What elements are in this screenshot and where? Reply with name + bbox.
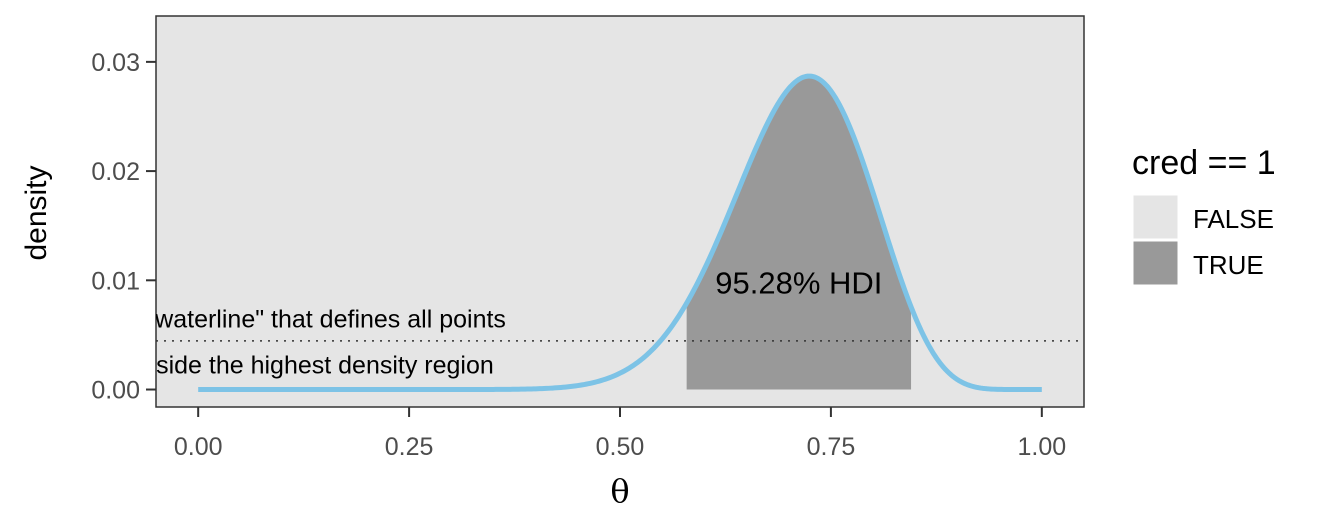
- legend-swatch-true: [1132, 240, 1179, 286]
- plot-panel: [155, 15, 1085, 408]
- y-tick-label: 0.03: [91, 49, 140, 77]
- x-tick-label: 0.25: [385, 433, 434, 461]
- legend: cred == 1 FALSE TRUE: [1132, 144, 1276, 286]
- x-tick-label: 0.50: [596, 433, 645, 461]
- hdi-label: 95.28% HDI: [715, 265, 882, 300]
- density-curve: [197, 73, 1043, 393]
- y-tick-label: 0.01: [91, 267, 140, 295]
- legend-label-true: TRUE: [1193, 250, 1264, 280]
- y-axis: 0.00 0.01 0.02 0.03: [91, 49, 156, 405]
- y-tick-label: 0.02: [91, 158, 140, 186]
- x-axis: 0.00 0.25 0.50 0.75 1.00: [174, 407, 1066, 461]
- legend-label-false: FALSE: [1193, 204, 1274, 234]
- legend-title: cred == 1: [1132, 144, 1276, 182]
- legend-swatch-false: [1132, 194, 1179, 240]
- waterline-annotation-line-1: waterline" that defines all points: [154, 306, 506, 334]
- x-tick-label: 0.75: [807, 433, 856, 461]
- y-tick-label: 0.00: [91, 377, 140, 405]
- y-axis-title: density: [20, 165, 53, 260]
- x-tick-label: 1.00: [1017, 433, 1066, 461]
- x-tick-label: 0.00: [174, 433, 223, 461]
- waterline-annotation-line-2: nside the highest density region: [142, 351, 494, 379]
- x-axis-title: θ: [610, 472, 629, 510]
- hdi-shaded-area: [686, 76, 912, 390]
